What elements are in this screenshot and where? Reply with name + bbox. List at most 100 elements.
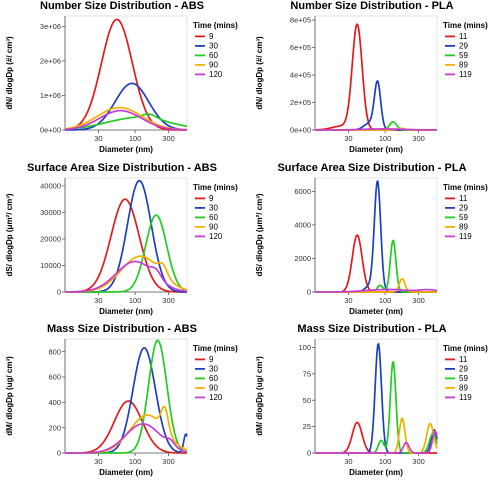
y-axis-label: dS/ dlogDp (μm²/ cm³) <box>255 193 264 276</box>
chart-panel-6: Mass Size Distribution - PLA 0 25 50 75 100 30… <box>255 323 488 477</box>
chart-panel-1: Number Size Distribution - ABS 0e+00 1e+06… <box>5 0 238 154</box>
x-axis-label: Diameter (nm) <box>349 468 403 477</box>
y-tick-label: 0 <box>57 288 61 297</box>
chart-panel-4: Surface Area Size Distribution - PLA 0 200… <box>255 162 488 316</box>
legend-label-9: 9 <box>209 194 214 203</box>
legend-label-89: 89 <box>459 384 468 393</box>
x-tick-label: 30 <box>94 134 102 143</box>
series-line-30 <box>65 82 188 131</box>
y-tick-label: 4e+05 <box>290 71 311 80</box>
series-line-119 <box>315 128 438 131</box>
y-tick-label: 20000 <box>40 235 61 244</box>
chart-title: Mass Size Distribution - PLA <box>297 323 446 335</box>
x-tick-label: 30 <box>344 457 352 466</box>
y-tick-label: 0 <box>307 449 311 458</box>
x-tick-label: 300 <box>412 134 425 143</box>
y-axis-label: dN/ dlogDp (#/ cm³) <box>5 36 14 110</box>
y-tick-label: 800 <box>48 347 61 356</box>
y-tick-label: 2e+06 <box>40 57 61 66</box>
y-tick-label: 1e+06 <box>40 91 61 100</box>
x-tick-label: 100 <box>379 134 392 143</box>
x-tick-label: 100 <box>379 296 392 305</box>
x-axis-label: Diameter (nm) <box>99 307 153 316</box>
x-tick-label: 30 <box>94 457 102 466</box>
legend-label-59: 59 <box>459 213 468 222</box>
x-axis-label: Diameter (nm) <box>99 145 153 154</box>
legend-label-120: 120 <box>209 393 223 402</box>
legend-label-60: 60 <box>209 51 218 60</box>
y-tick-label: 0e+00 <box>290 126 311 135</box>
chart-title: Mass Size Distribution - ABS <box>47 323 197 335</box>
legend-label-60: 60 <box>209 213 218 222</box>
y-axis-label: dM/ dlogDp (ug/ cm³) <box>5 356 14 436</box>
legend-label-89: 89 <box>459 223 468 232</box>
y-tick-label: 75 <box>303 369 311 378</box>
x-tick-label: 30 <box>344 296 352 305</box>
legend-label-30: 30 <box>209 365 218 374</box>
legend-label-11: 11 <box>459 355 468 364</box>
x-axis-label: Diameter (nm) <box>349 145 403 154</box>
x-tick-label: 100 <box>129 296 142 305</box>
y-tick-label: 100 <box>298 343 311 352</box>
series-line-119 <box>315 431 438 454</box>
legend-label-120: 120 <box>209 232 223 241</box>
series-line-60 <box>64 113 188 130</box>
legend-label-90: 90 <box>209 223 218 232</box>
y-axis-label: dM/ dlogDp (ug/ cm³) <box>255 356 264 436</box>
legend-label-90: 90 <box>209 384 218 393</box>
legend-label-11: 11 <box>459 32 468 41</box>
y-tick-label: 4000 <box>294 221 311 230</box>
legend-label-119: 119 <box>459 70 472 79</box>
y-axis-label: dN/ dlogDp (#/ cm³) <box>255 36 264 110</box>
x-axis-label: Diameter (nm) <box>349 307 403 316</box>
series-line-120 <box>64 260 188 293</box>
y-tick-label: 0e+00 <box>40 126 61 135</box>
legend-title: Time (mins) <box>193 183 238 192</box>
x-tick-label: 300 <box>162 457 175 466</box>
series-line-119 <box>315 288 438 293</box>
legend-title: Time (mins) <box>443 344 488 353</box>
chart-title: Surface Area Size Distribution - PLA <box>277 162 466 174</box>
y-tick-label: 50 <box>303 396 311 405</box>
y-tick-label: 25 <box>303 422 311 431</box>
y-tick-label: 6e+05 <box>290 43 311 52</box>
y-tick-label: 30000 <box>40 208 61 217</box>
y-axis-label: dS/ dlogDp (μm²/ cm³) <box>5 193 14 276</box>
legend-label-60: 60 <box>209 374 218 383</box>
legend-label-89: 89 <box>459 61 468 70</box>
chart-title: Surface Area Size Distribution - ABS <box>27 162 217 174</box>
y-tick-label: 400 <box>48 398 61 407</box>
x-tick-label: 300 <box>412 296 425 305</box>
y-tick-label: 8e+05 <box>290 16 311 25</box>
y-tick-label: 200 <box>48 423 61 432</box>
y-tick-label: 40000 <box>40 182 61 191</box>
y-tick-label: 600 <box>48 373 61 382</box>
x-tick-label: 30 <box>94 296 102 305</box>
x-tick-label: 300 <box>412 457 425 466</box>
legend-title: Time (mins) <box>193 344 238 353</box>
series-line-9 <box>64 18 187 131</box>
chart-panel-5: Mass Size Distribution - ABS 0 200 400 600 80… <box>5 323 238 477</box>
x-axis-label: Diameter (nm) <box>99 468 153 477</box>
legend-label-29: 29 <box>459 204 468 213</box>
plot-area <box>64 15 188 131</box>
y-tick-label: 3e+06 <box>40 22 61 31</box>
legend-label-120: 120 <box>209 70 223 79</box>
legend-label-59: 59 <box>459 51 468 60</box>
y-tick-label: 0 <box>307 288 311 297</box>
chart-panel-3: Surface Area Size Distribution - ABS 0 100… <box>5 162 238 316</box>
legend-label-59: 59 <box>459 374 468 383</box>
x-tick-label: 30 <box>344 134 352 143</box>
legend-label-30: 30 <box>209 204 218 213</box>
y-tick-label: 0 <box>57 449 61 458</box>
x-tick-label: 100 <box>379 457 392 466</box>
y-tick-label: 2000 <box>294 254 311 263</box>
series-line-120 <box>65 423 188 454</box>
y-tick-label: 10000 <box>40 261 61 270</box>
legend-title: Time (mins) <box>443 183 488 192</box>
legend-label-119: 119 <box>459 393 472 402</box>
legend-label-29: 29 <box>459 42 468 51</box>
x-tick-label: 300 <box>162 134 175 143</box>
